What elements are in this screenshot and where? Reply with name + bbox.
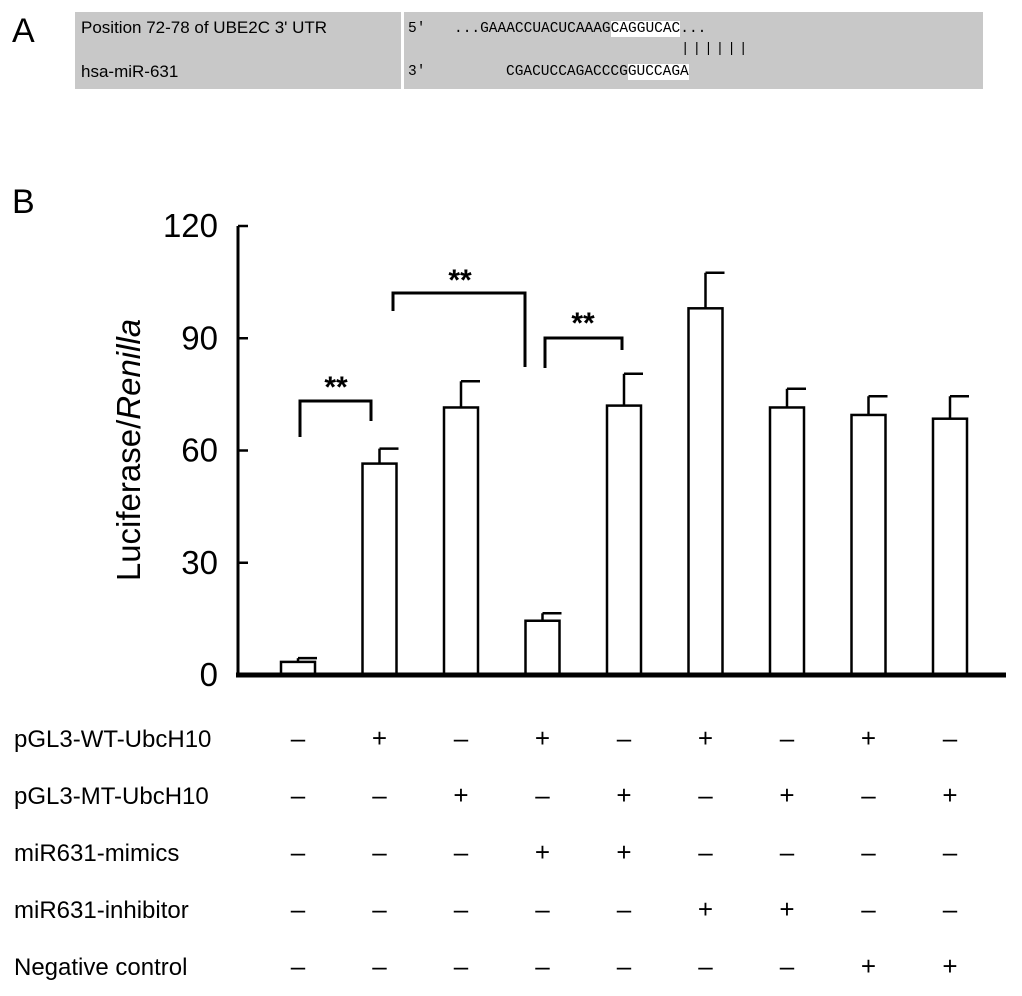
minus-mark-r3-c9: – — [943, 837, 958, 867]
minus-mark-r4-c1: – — [291, 894, 306, 924]
minus-mark-r4-c8: – — [861, 894, 876, 924]
condition-table: pGL3-WT-UbcH10 – + – + – + – + – pGL3-MT-UbcH10 – – +… — [14, 723, 958, 981]
mirna-sequence: CGACUCCAGACCCGGUCCAGA — [506, 64, 689, 80]
bar-8 — [850, 413, 887, 677]
bar-6 — [687, 307, 724, 677]
y-axis-label-italic: Renilla — [110, 319, 147, 420]
minus-mark-r3-c7: – — [780, 837, 795, 867]
minus-mark-r4-c3: – — [454, 894, 469, 924]
plus-mark-r2-c5: + — [616, 780, 631, 810]
row-label-2: pGL3-MT-UbcH10 — [14, 783, 209, 810]
minus-mark-r4-c4: – — [535, 894, 550, 924]
bar-4 — [524, 619, 561, 677]
utr-label: Position 72-78 of UBE2C 3' UTR — [81, 18, 328, 37]
utr-suffix: ... — [680, 21, 707, 37]
plus-mark-r1-c2: + — [372, 723, 387, 753]
y-tick-label-120: 120 — [163, 207, 218, 244]
y-tick-label-30: 30 — [181, 544, 218, 581]
minus-mark-r2-c1: – — [291, 780, 306, 810]
divider — [401, 12, 404, 89]
significance-label-1: ** — [324, 371, 348, 404]
minus-mark-r4-c9: – — [943, 894, 958, 924]
pairing-lines: |||||| — [681, 41, 751, 57]
utr-prime: 5' — [408, 21, 426, 37]
plus-mark-r2-c9: + — [942, 780, 957, 810]
bar-2 — [361, 462, 398, 677]
minus-mark-r3-c6: – — [698, 837, 713, 867]
minus-mark-r5-c7: – — [780, 951, 795, 981]
y-tick-label-90: 90 — [181, 319, 218, 356]
row-label-3: miR631-mimics — [14, 840, 179, 867]
sequence-labels: Position 72-78 of UBE2C 3' UTR hsa-miR-6… — [75, 12, 401, 89]
minus-mark-r5-c6: – — [698, 951, 713, 981]
minus-mark-r2-c8: – — [861, 780, 876, 810]
bracket-2-4 — [391, 291, 527, 367]
bar-7 — [768, 406, 806, 677]
utr-sequence: ...GAAACCUACUCAAAGCAGGUCAC... — [454, 21, 706, 37]
mirna-label: hsa-miR-631 — [81, 62, 179, 81]
significance-brackets: ** ** ** — [298, 264, 624, 437]
row-label-4: miR631-inhibitor — [14, 897, 189, 924]
mirna-prefix: CGACUCCAGACCCG — [506, 64, 628, 80]
minus-mark-r1-c5: – — [617, 723, 632, 753]
y-ticks-group: 0 30 60 90 120 — [163, 207, 248, 693]
plus-mark-r3-c4: + — [535, 837, 550, 867]
plus-mark-r4-c6: + — [698, 894, 713, 924]
minus-mark-r1-c9: – — [943, 723, 958, 753]
plus-mark-r5-c9: + — [942, 951, 957, 981]
minus-mark-r2-c6: – — [698, 780, 713, 810]
bar-9 — [931, 417, 969, 677]
error-bars-group — [296, 271, 969, 662]
plus-mark-r5-c8: + — [861, 951, 876, 981]
mirna-seed: GUCCAGA — [627, 64, 689, 80]
minus-mark-r5-c2: – — [372, 951, 387, 981]
bars-group — [279, 307, 969, 677]
y-axis-label: Luciferase/Renilla — [110, 319, 147, 581]
y-axis-label-plain: Luciferase/ — [110, 419, 147, 581]
y-tick-label-0: 0 — [200, 656, 218, 693]
minus-mark-r4-c5: – — [617, 894, 632, 924]
minus-mark-r5-c4: – — [535, 951, 550, 981]
minus-mark-r2-c2: – — [372, 780, 387, 810]
row-label-1: pGL3-WT-UbcH10 — [14, 726, 211, 753]
bar-3 — [442, 406, 480, 677]
significance-label-3: ** — [571, 307, 595, 340]
bracket-1-2 — [298, 399, 373, 437]
plus-mark-r4-c7: + — [779, 894, 794, 924]
minus-mark-r3-c8: – — [861, 837, 876, 867]
minus-mark-r2-c4: – — [535, 780, 550, 810]
bar-5 — [605, 404, 643, 677]
bracket-4-5 — [543, 336, 624, 368]
minus-mark-r3-c2: – — [372, 837, 387, 867]
minus-mark-r4-c2: – — [372, 894, 387, 924]
sequence-area: 5' ...GAAACCUACUCAAAGCAGGUCAC... |||||| … — [404, 12, 983, 89]
row-label-5: Negative control — [14, 954, 187, 981]
y-tick-label-60: 60 — [181, 432, 218, 469]
utr-prefix: ...GAAACCUACUCAAAG — [454, 21, 611, 37]
minus-mark-r1-c1: – — [291, 723, 306, 753]
minus-mark-r5-c5: – — [617, 951, 632, 981]
minus-mark-r3-c3: – — [454, 837, 469, 867]
plus-mark-r1-c6: + — [698, 723, 713, 753]
minus-mark-r5-c1: – — [291, 951, 306, 981]
minus-mark-r1-c3: – — [454, 723, 469, 753]
sequence-alignment-box: Position 72-78 of UBE2C 3' UTR hsa-miR-6… — [75, 12, 983, 89]
mirna-prime: 3' — [408, 64, 426, 80]
utr-seed: CAGGUCAC — [610, 21, 681, 37]
plus-mark-r3-c5: + — [616, 837, 631, 867]
minus-mark-r1-c7: – — [780, 723, 795, 753]
plus-mark-r2-c3: + — [453, 780, 468, 810]
plus-mark-r1-c8: + — [861, 723, 876, 753]
significance-label-2: ** — [448, 264, 472, 297]
panel-b-letter: B — [12, 183, 35, 221]
plus-mark-r2-c7: + — [779, 780, 794, 810]
minus-mark-r3-c1: – — [291, 837, 306, 867]
plus-mark-r1-c4: + — [535, 723, 550, 753]
minus-mark-r5-c3: – — [454, 951, 469, 981]
panel-a-letter: A — [12, 12, 35, 50]
